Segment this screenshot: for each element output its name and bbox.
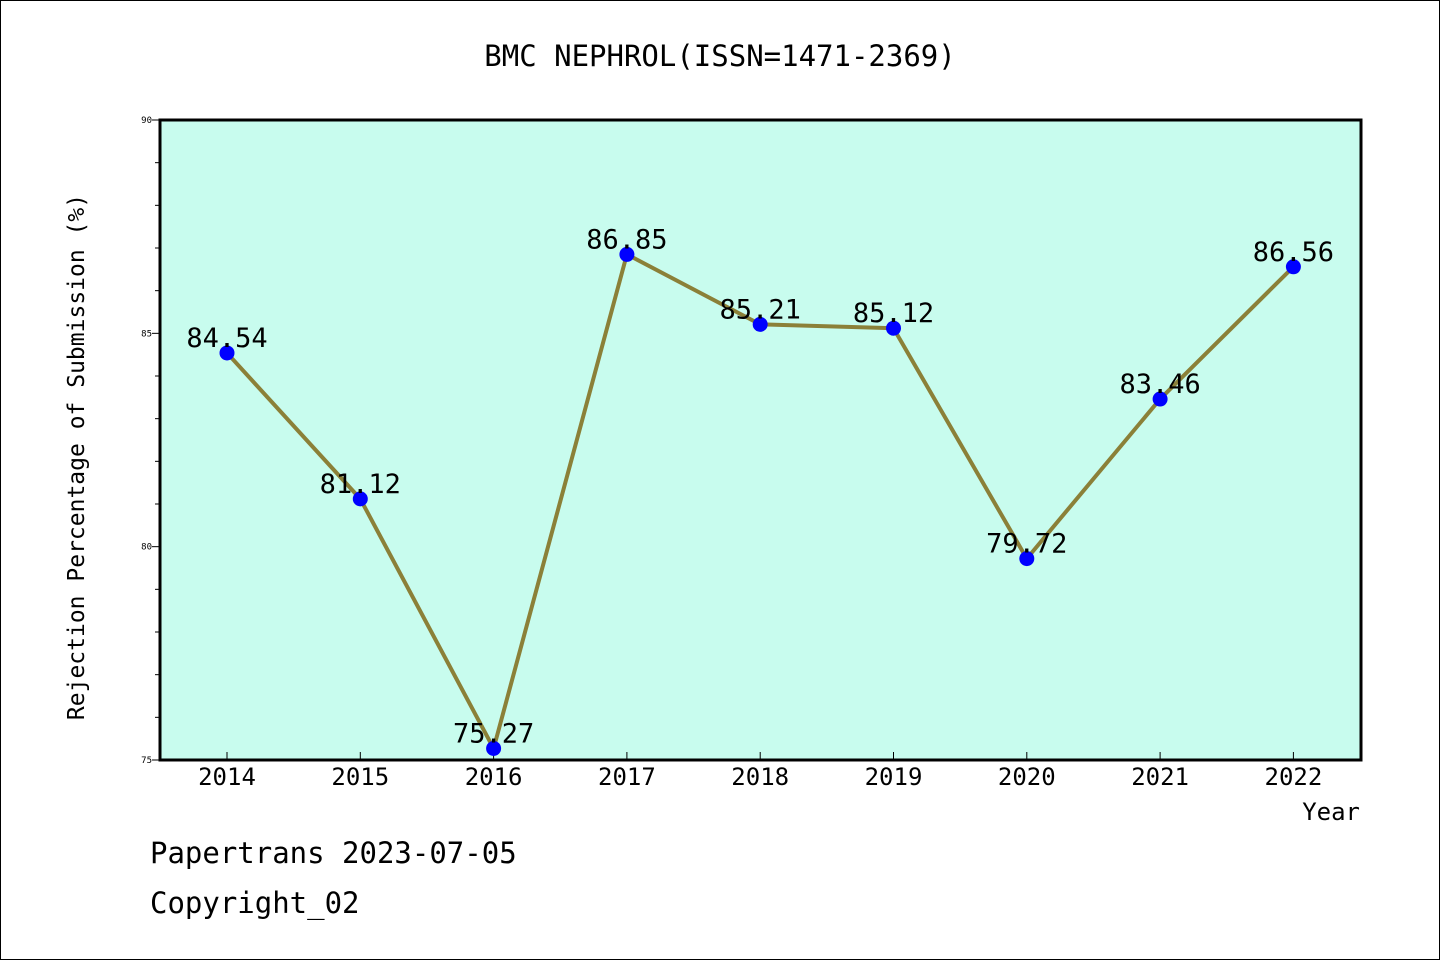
data-point [1019, 551, 1035, 567]
x-tick-label: 2015 [331, 763, 389, 791]
data-point [619, 246, 635, 262]
x-tick-label: 2018 [731, 763, 789, 791]
data-label: 81.12 [320, 469, 401, 500]
x-tick-label: 2019 [865, 763, 923, 791]
x-tick-label: 2017 [598, 763, 656, 791]
y-tick-label: 75 [141, 756, 152, 766]
data-point [1285, 259, 1301, 275]
x-axis-label: Year [1302, 798, 1360, 826]
data-label: 84.54 [186, 323, 267, 354]
data-point [886, 320, 901, 336]
y-axis: 75 80 85 90 [141, 116, 160, 766]
data-point [752, 316, 768, 332]
x-tick-label: 2016 [465, 763, 523, 791]
y-axis-label: Rejection Percentage of Submission (%) [64, 194, 90, 720]
x-tick-label: 2022 [1265, 763, 1323, 791]
series-group: 84.54 81.12 75.27 86.85 85.21 85.12 79.72 83.46… [186, 224, 1334, 756]
data-label: 75.27 [453, 718, 534, 749]
footer-copyright: Copyright_02 [150, 886, 360, 920]
footer-date: Papertrans 2023-07-05 [150, 836, 517, 870]
x-tick-label: 2021 [1131, 763, 1189, 791]
data-label: 86.56 [1253, 237, 1334, 268]
data-point [219, 345, 235, 361]
x-tick-label: 2020 [998, 763, 1056, 791]
data-point [352, 491, 368, 507]
data-label: 83.46 [1119, 369, 1200, 400]
x-axis: 2014 2015 2016 2017 2018 2019 2020 2021 2022 [198, 752, 1322, 791]
data-label: 86.85 [586, 224, 667, 255]
data-label: 85.21 [720, 294, 801, 325]
data-point [1152, 391, 1168, 407]
data-label: 79.72 [986, 529, 1067, 560]
data-label: 85.12 [853, 298, 934, 329]
plot-area [158, 118, 1363, 762]
y-tick-label: 80 [141, 543, 152, 553]
x-tick-label: 2014 [198, 763, 256, 791]
data-point [486, 740, 502, 756]
y-tick-label: 85 [141, 329, 152, 339]
y-tick-label: 90 [141, 116, 152, 126]
chart-title: BMC NEPHROL(ISSN=1471-2369) [484, 39, 955, 73]
